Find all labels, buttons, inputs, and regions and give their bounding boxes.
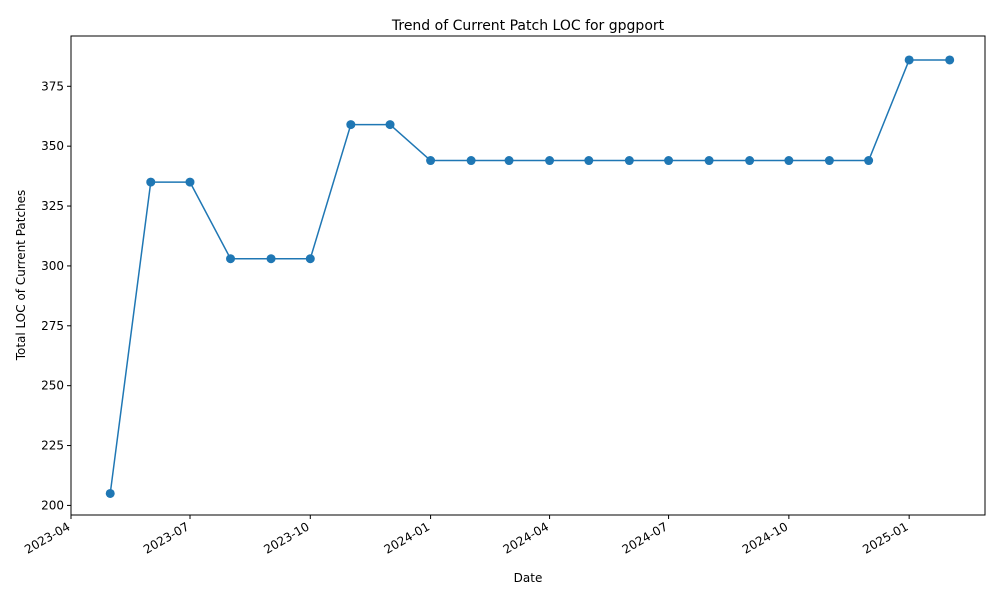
data-point bbox=[466, 156, 476, 166]
y-tick-label: 225 bbox=[41, 439, 64, 453]
data-point bbox=[704, 156, 714, 166]
y-axis-label: Total LOC of Current Patches bbox=[14, 190, 28, 362]
data-point bbox=[185, 177, 195, 187]
data-point bbox=[584, 156, 594, 166]
data-point bbox=[385, 120, 395, 130]
data-point bbox=[105, 488, 115, 498]
data-point bbox=[545, 156, 555, 166]
data-point bbox=[426, 156, 436, 166]
plot-frame bbox=[70, 35, 986, 516]
y-tick-label: 375 bbox=[41, 79, 64, 93]
x-axis-label: Date bbox=[514, 571, 543, 585]
data-point bbox=[624, 156, 634, 166]
data-point bbox=[664, 156, 674, 166]
data-point bbox=[945, 55, 955, 65]
data-point bbox=[346, 120, 356, 130]
data-point bbox=[504, 156, 514, 166]
data-point bbox=[784, 156, 794, 166]
data-point bbox=[305, 254, 315, 264]
data-point bbox=[226, 254, 236, 264]
y-axis: 200 225 250 275 300 325 350 375 bbox=[41, 79, 71, 512]
data-point bbox=[146, 177, 156, 187]
y-tick-label: 275 bbox=[41, 319, 64, 333]
data-point bbox=[745, 156, 755, 166]
data-point bbox=[266, 254, 276, 264]
data-point bbox=[824, 156, 834, 166]
data-point bbox=[904, 55, 914, 65]
y-tick-label: 325 bbox=[41, 199, 64, 213]
y-tick-label: 200 bbox=[41, 498, 64, 512]
series-line bbox=[109, 59, 950, 494]
y-tick-label: 300 bbox=[41, 259, 64, 273]
plot-area bbox=[105, 55, 955, 498]
y-tick-label: 350 bbox=[41, 139, 64, 153]
chart-title: Trend of Current Patch LOC for gpgport bbox=[391, 18, 665, 34]
y-tick-label: 250 bbox=[41, 379, 64, 393]
data-point bbox=[864, 156, 874, 166]
